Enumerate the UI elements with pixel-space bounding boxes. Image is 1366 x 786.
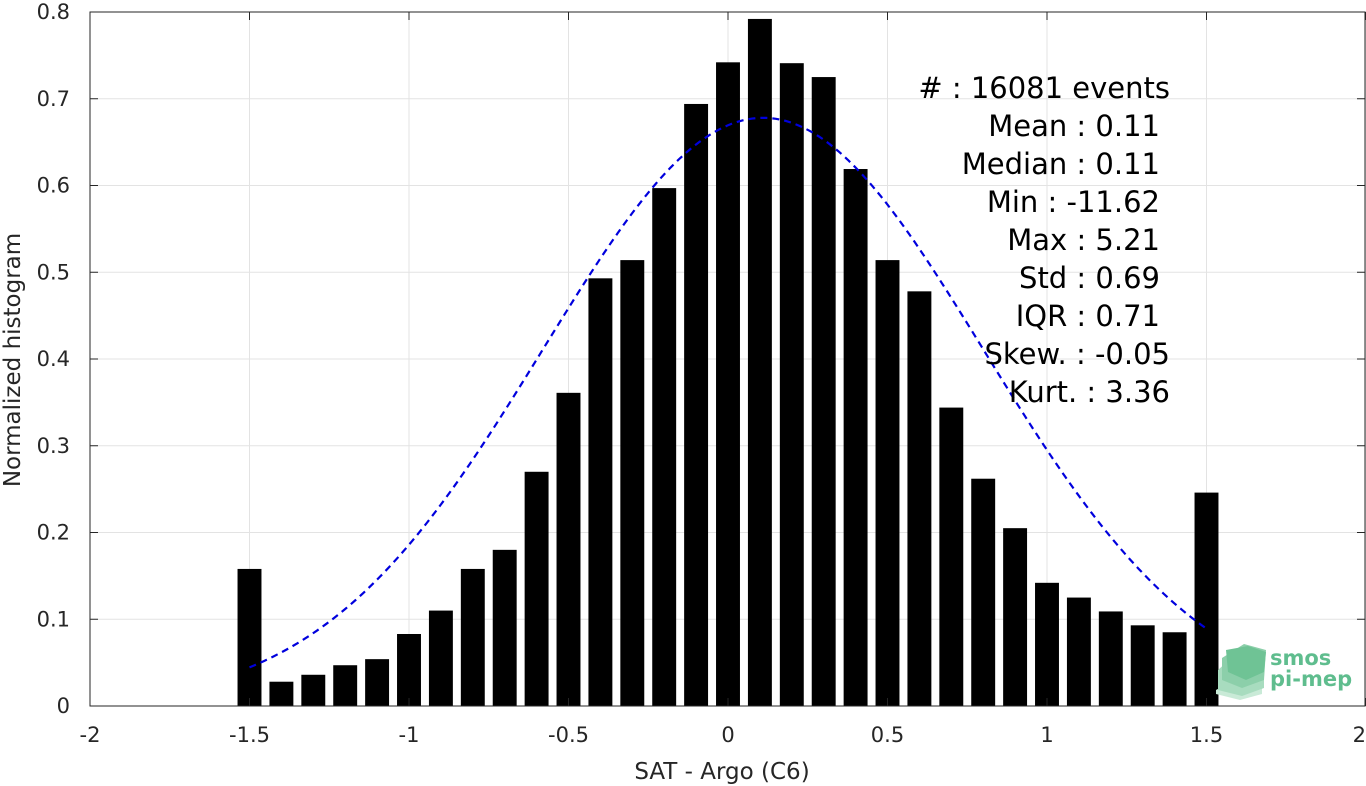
x-tick-label: 1 bbox=[1040, 723, 1053, 747]
stat-line: # : 16081 events bbox=[918, 71, 1170, 105]
y-tick-label: 0.8 bbox=[37, 0, 70, 24]
y-tick-label: 0.3 bbox=[37, 434, 70, 458]
histogram-bar bbox=[301, 674, 326, 706]
histogram-bar bbox=[875, 260, 900, 706]
histogram-bar bbox=[460, 568, 485, 706]
histogram-bar bbox=[939, 407, 964, 706]
stat-line: Max : 5.21 bbox=[1007, 223, 1160, 257]
stat-line: Mean : 0.11 bbox=[988, 109, 1160, 143]
histogram-bar bbox=[684, 103, 709, 706]
histogram-bar bbox=[1194, 492, 1219, 706]
y-axis-ticks: 0 0.1 0.2 0.3 0.4 0.5 0.6 0.7 0.8 bbox=[37, 0, 1365, 718]
x-tick-label: -1 bbox=[399, 723, 420, 747]
x-tick-label: 2 bbox=[1353, 723, 1366, 747]
histogram-bar bbox=[620, 260, 645, 706]
y-tick-label: 0.4 bbox=[37, 347, 70, 371]
statistics-annotation: # : 16081 events Mean : 0.11 Median : 0.11… bbox=[918, 71, 1170, 409]
x-tick-label: 0 bbox=[721, 723, 734, 747]
x-tick-label: 1.5 bbox=[1190, 723, 1223, 747]
histogram-bar bbox=[269, 681, 294, 706]
y-tick-label: 0.1 bbox=[37, 607, 70, 631]
histogram-bar bbox=[333, 665, 358, 706]
histogram-bar bbox=[716, 62, 740, 706]
histogram-bar bbox=[556, 392, 581, 706]
histogram-bar bbox=[652, 188, 677, 707]
stat-line: Median : 0.11 bbox=[962, 147, 1160, 181]
histogram-bar bbox=[397, 633, 421, 706]
histogram-bar bbox=[1066, 597, 1091, 706]
histogram-bar bbox=[1003, 528, 1028, 706]
gaussian-fit-line bbox=[249, 116, 1208, 669]
x-tick-label: -1.5 bbox=[229, 723, 270, 747]
y-tick-label: 0 bbox=[57, 694, 70, 718]
histogram-bar bbox=[428, 610, 453, 706]
smos-pi-mep-logo: smos pi-mep bbox=[1216, 644, 1352, 700]
x-tick-label: -0.5 bbox=[548, 723, 589, 747]
histogram-bar bbox=[907, 291, 932, 706]
histogram-bar bbox=[365, 659, 390, 706]
histogram-bar bbox=[237, 568, 262, 706]
stat-line: Std : 0.69 bbox=[1019, 261, 1160, 295]
histogram-bar bbox=[1162, 632, 1187, 706]
histogram-bar bbox=[971, 478, 996, 706]
stat-line: Skew. : -0.05 bbox=[984, 337, 1170, 371]
histogram-bar bbox=[1098, 611, 1123, 706]
x-tick-label: -2 bbox=[80, 723, 101, 747]
y-tick-label: 0.5 bbox=[37, 260, 70, 284]
histogram-bar bbox=[492, 549, 517, 706]
y-tick-label: 0.7 bbox=[37, 87, 70, 111]
x-axis-label: SAT - Argo (C6) bbox=[634, 759, 809, 785]
bars bbox=[237, 18, 1219, 707]
logo-text-smos: smos bbox=[1270, 646, 1331, 670]
logo-mark-icon bbox=[1216, 644, 1266, 700]
y-tick-label: 0.6 bbox=[37, 174, 70, 198]
stat-line: Kurt. : 3.36 bbox=[1009, 375, 1170, 409]
x-axis-ticks: -2 -1.5 -1 -0.5 0 0.5 1 1.5 2 bbox=[80, 12, 1366, 747]
y-axis-label: Normalized histogram bbox=[0, 233, 26, 487]
histogram-bar bbox=[843, 169, 868, 706]
histogram-bar bbox=[1130, 625, 1155, 706]
x-tick-label: 0.5 bbox=[871, 723, 904, 747]
histogram-bar bbox=[588, 278, 613, 706]
histogram-bar bbox=[779, 63, 804, 707]
logo-text-pi-mep: pi-mep bbox=[1270, 667, 1352, 691]
y-tick-label: 0.2 bbox=[37, 521, 70, 545]
stat-line: IQR : 0.71 bbox=[1016, 299, 1160, 333]
histogram-bar bbox=[1035, 582, 1059, 706]
histogram-bar bbox=[811, 77, 836, 706]
histogram-bar bbox=[524, 471, 549, 706]
histogram-bar bbox=[747, 18, 772, 706]
stat-line: Min : -11.62 bbox=[987, 185, 1160, 219]
